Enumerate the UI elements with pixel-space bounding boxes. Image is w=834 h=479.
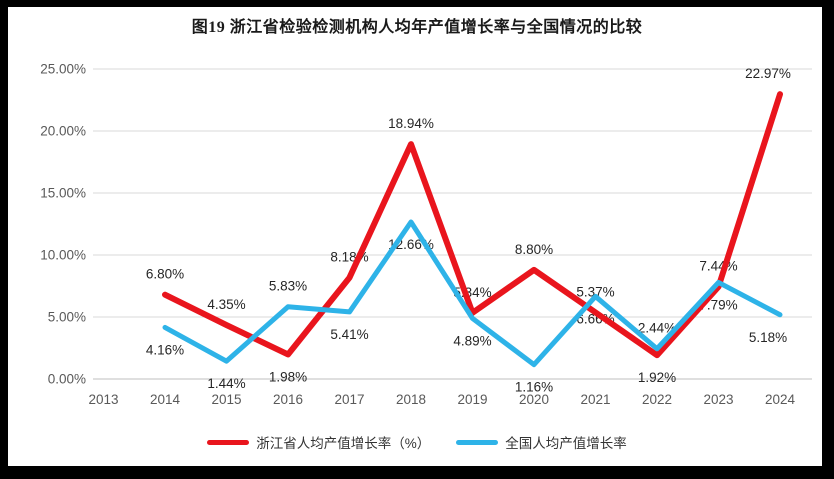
- data-label-zhejiang-2021: 5.37%: [576, 284, 614, 299]
- legend-line-sample-blue: [456, 439, 499, 445]
- data-label-national-2019: 4.89%: [453, 333, 491, 348]
- series-line-national: [162, 219, 783, 368]
- x-tick-label: 2017: [334, 392, 364, 407]
- data-label-zhejiang-2016: 1.98%: [269, 369, 307, 384]
- data-label-national-2020: 1.16%: [515, 380, 553, 395]
- y-tick-label: 0.00%: [48, 372, 86, 387]
- data-label-zhejiang-2023: 7.44%: [699, 259, 737, 274]
- data-label-national-2014: 4.16%: [146, 342, 184, 357]
- y-tick-label: 10.00%: [40, 248, 86, 263]
- data-label-national-2022: 2.44%: [638, 321, 676, 336]
- chart-title: 图19 浙江省检验检测机构人均年产值增长率与全国情况的比较: [191, 19, 643, 36]
- data-label-zhejiang-2018: 18.94%: [388, 116, 434, 131]
- data-label-zhejiang-2024: 22.97%: [745, 66, 791, 81]
- legend-line-sample-red: [207, 439, 250, 445]
- x-tick-label: 2019: [457, 392, 487, 407]
- data-label-zhejiang-2014: 6.80%: [146, 267, 184, 282]
- data-label-zhejiang-2020: 8.80%: [515, 242, 553, 257]
- x-tick-label: 2018: [396, 392, 426, 407]
- series-line-zhejiang: [162, 91, 783, 359]
- y-tick-label: 20.00%: [40, 124, 86, 139]
- x-tick-label: 2014: [150, 392, 181, 407]
- data-label-national-2024: 5.18%: [749, 330, 787, 345]
- y-tick-label: 15.00%: [40, 186, 86, 201]
- x-tick-label: 2022: [642, 392, 672, 407]
- legend-item-national: 全国人均产值增长率: [456, 432, 627, 452]
- data-label-national-2016: 5.83%: [269, 279, 307, 294]
- data-label-zhejiang-2022: 1.92%: [638, 370, 676, 385]
- x-tick-label: 2023: [703, 392, 733, 407]
- x-tick-label: 2021: [580, 392, 610, 407]
- x-tick-label: 2013: [88, 392, 118, 407]
- legend-item-zhejiang: 浙江省人均产值增长率（%）: [207, 432, 430, 452]
- y-tick-label: 5.00%: [48, 310, 86, 325]
- data-label-national-2017: 5.41%: [330, 327, 368, 342]
- x-tick-label: 2015: [211, 392, 241, 407]
- y-tick-label: 25.00%: [40, 62, 86, 77]
- chart-legend: 浙江省人均产值增长率（%） 全国人均产值增长率: [0, 432, 834, 452]
- legend-label-national: 全国人均产值增长率: [505, 436, 627, 451]
- x-tick-label: 2024: [765, 392, 796, 407]
- x-tick-label: 2016: [273, 392, 303, 407]
- data-label-national-2015: 1.44%: [207, 376, 245, 391]
- x-tick-label: 2020: [519, 392, 549, 407]
- legend-label-zhejiang: 浙江省人均产值增长率（%）: [256, 436, 431, 451]
- data-label-zhejiang-2015: 4.35%: [207, 297, 245, 312]
